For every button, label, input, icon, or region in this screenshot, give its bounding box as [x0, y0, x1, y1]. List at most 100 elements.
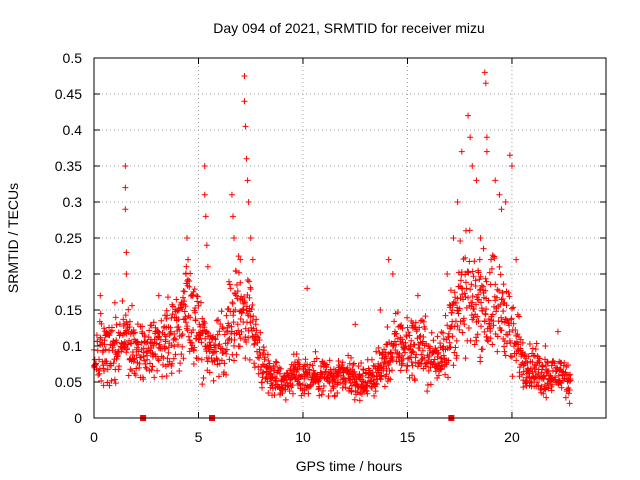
data-point [260, 369, 267, 376]
data-point [463, 285, 470, 292]
data-point [185, 333, 192, 340]
data-point [457, 318, 464, 325]
data-point [286, 387, 293, 394]
data-point [471, 341, 478, 348]
data-point [254, 333, 261, 340]
data-point [242, 123, 249, 130]
data-point [454, 323, 461, 330]
data-point [261, 354, 268, 361]
data-point [237, 316, 244, 323]
data-point [482, 287, 489, 294]
data-point [217, 320, 224, 327]
data-point [186, 278, 193, 285]
data-point [525, 353, 532, 360]
data-point [163, 315, 170, 322]
data-point [462, 355, 469, 362]
data-point [475, 291, 482, 298]
data-point [144, 356, 151, 363]
data-point [427, 381, 434, 388]
data-point [399, 336, 406, 343]
data-point [153, 340, 160, 347]
data-point [502, 199, 509, 205]
data-point [404, 324, 411, 331]
data-point [474, 331, 481, 338]
data-point [210, 341, 217, 348]
data-point [377, 376, 384, 383]
data-point [475, 269, 482, 276]
data-point [551, 360, 558, 367]
data-point [133, 365, 140, 372]
data-point [248, 306, 255, 313]
data-point [190, 326, 197, 333]
data-point [339, 376, 346, 383]
data-point [477, 286, 484, 293]
data-point [130, 326, 137, 333]
data-point [564, 362, 571, 369]
data-point [529, 345, 536, 352]
data-point [469, 293, 476, 300]
data-point [229, 300, 236, 307]
data-point [181, 298, 188, 305]
data-point [375, 344, 382, 351]
data-point [148, 366, 155, 373]
data-point [409, 348, 416, 355]
data-point [164, 312, 171, 319]
data-point [485, 297, 492, 304]
data-point [461, 290, 468, 297]
data-point [488, 265, 495, 272]
data-point [273, 375, 280, 382]
data-point [98, 320, 105, 327]
data-point [243, 155, 250, 162]
data-point [351, 368, 358, 375]
data-point [165, 349, 172, 356]
data-point [417, 317, 424, 324]
data-point [120, 316, 127, 323]
data-point [508, 305, 515, 312]
data-point [389, 367, 396, 374]
data-point [176, 326, 183, 333]
data-point [428, 329, 435, 336]
data-point [249, 256, 256, 263]
data-point [458, 148, 465, 155]
data-point [104, 379, 111, 386]
data-point [384, 324, 391, 331]
data-point [180, 294, 187, 301]
data-point [412, 319, 419, 326]
data-point [413, 351, 420, 358]
y-tick-label: 0.25 [55, 230, 82, 246]
data-point [246, 356, 253, 363]
data-point [97, 292, 104, 299]
x-tick-label: 10 [295, 429, 311, 445]
data-point [122, 206, 129, 213]
data-point [405, 329, 412, 336]
data-point [508, 353, 515, 360]
data-point [383, 371, 390, 378]
data-point [401, 349, 408, 356]
data-point [494, 348, 501, 355]
data-point [439, 330, 446, 337]
data-point [398, 322, 405, 329]
data-point [462, 279, 469, 286]
data-point [473, 337, 480, 344]
data-point [498, 206, 505, 213]
data-point [125, 372, 132, 379]
data-point [191, 344, 198, 351]
data-point [282, 386, 289, 393]
data-point [253, 327, 260, 334]
data-point [372, 388, 379, 395]
data-point [194, 298, 201, 305]
data-point [411, 377, 418, 384]
data-point [261, 347, 268, 354]
data-point [492, 177, 499, 184]
data-point [473, 301, 480, 308]
data-point [203, 328, 210, 335]
data-point [386, 368, 393, 375]
data-point [481, 318, 488, 325]
data-point [113, 321, 120, 328]
data-point [373, 348, 380, 355]
data-point [295, 356, 302, 363]
data-point [446, 344, 453, 351]
data-point [181, 308, 188, 315]
data-point [195, 302, 202, 309]
data-point [134, 321, 141, 328]
